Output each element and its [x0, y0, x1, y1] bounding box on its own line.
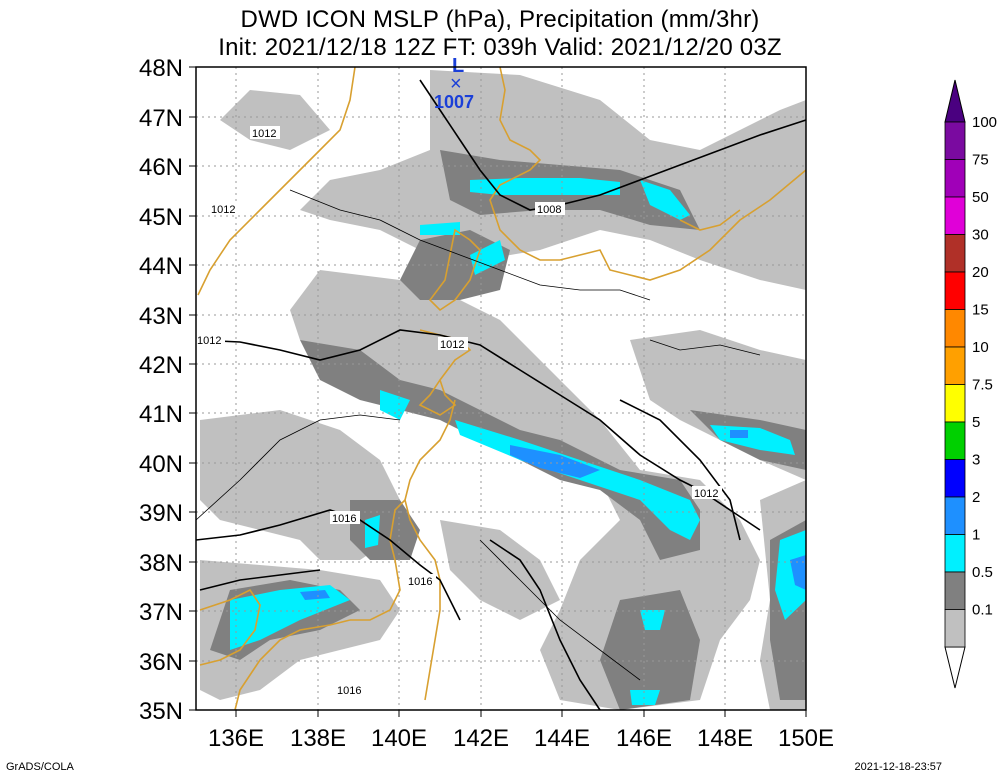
lon-label: 144E	[534, 725, 590, 752]
isobar-label: 1012	[692, 486, 722, 500]
colorbar-level-label: 3	[972, 452, 980, 469]
colorbar-bottom-triangle	[944, 646, 966, 689]
isobar-label: 1012	[250, 126, 280, 140]
lat-label: 40N	[139, 451, 183, 478]
low-symbol: L	[452, 55, 464, 77]
colorbar-swatch	[944, 234, 966, 273]
svg-text:1016: 1016	[408, 576, 432, 588]
colorbar-swatch	[944, 571, 966, 610]
axis-ticks	[189, 66, 807, 717]
lat-label: 35N	[139, 698, 183, 725]
lat-label: 39N	[139, 500, 183, 527]
precip-blue-shading	[300, 430, 806, 600]
colorbar-level-label: 10	[972, 339, 989, 356]
svg-text:1012: 1012	[440, 339, 464, 351]
svg-text:1012: 1012	[252, 128, 276, 140]
map-subtitle: Init: 2021/12/18 12Z FT: 039h Valid: 202…	[218, 34, 782, 61]
colorbar: 100 75 50 30 20 15 10 7.5 5 3 2 1 0.5 0.1	[944, 79, 997, 689]
colorbar-swatch	[944, 609, 966, 648]
lat-label: 44N	[139, 253, 183, 280]
lat-label: 38N	[139, 550, 183, 577]
colorbar-level-label: 0.1	[972, 602, 993, 619]
colorbar-swatch	[944, 384, 966, 423]
borders	[195, 189, 761, 681]
isobar-labels: 1012 1012 1008 1012 1012 1012 1016 1016 …	[195, 126, 722, 697]
lat-label: 36N	[139, 649, 183, 676]
lon-label: 150E	[778, 725, 834, 752]
isobar-label: 1016	[406, 574, 436, 588]
coastlines	[197, 66, 807, 711]
low-pressure-value: 1007	[434, 92, 474, 112]
colorbar-swatch	[944, 271, 966, 310]
colorbar-swatch	[944, 459, 966, 498]
colorbar-level-label: 50	[972, 189, 989, 206]
colorbar-level-label: 20	[972, 264, 989, 281]
colorbar-level-label: 75	[972, 152, 989, 169]
lon-label: 146E	[616, 725, 672, 752]
lat-label: 41N	[139, 401, 183, 428]
longitude-labels: 136E 138E 140E 142E 144E 146E 148E 150E	[208, 725, 834, 752]
colorbar-swatch	[944, 421, 966, 460]
svg-text:1016: 1016	[337, 685, 361, 697]
lon-label: 148E	[697, 725, 753, 752]
svg-text:1008: 1008	[537, 204, 561, 216]
colorbar-level-label: 0.5	[972, 564, 993, 581]
isobar-label: 1016	[330, 511, 360, 525]
map-frame	[195, 66, 807, 711]
colorbar-swatch	[944, 534, 966, 573]
isobar-label: 1008	[535, 202, 565, 216]
svg-text:1012: 1012	[197, 335, 221, 347]
isobars	[195, 79, 807, 711]
colorbar-swatch	[944, 196, 966, 235]
lat-label: 43N	[139, 303, 183, 330]
lat-label: 48N	[139, 55, 183, 82]
lon-label: 140E	[371, 725, 427, 752]
isobar-label: 1012	[209, 202, 239, 216]
colorbar-level-label: 7.5	[972, 377, 993, 394]
colorbar-swatches	[944, 121, 966, 648]
colorbar-level-label: 5	[972, 414, 980, 431]
colorbar-level-label: 2	[972, 489, 980, 506]
lat-label: 46N	[139, 154, 183, 181]
svg-text:1016: 1016	[332, 513, 356, 525]
colorbar-swatch	[944, 496, 966, 535]
lat-label: 37N	[139, 599, 183, 626]
colorbar-level-label: 1	[972, 527, 980, 544]
lat-label: 42N	[139, 352, 183, 379]
colorbar-swatch	[944, 159, 966, 198]
lon-label: 142E	[453, 725, 509, 752]
low-pressure-center: L × 1007	[434, 55, 474, 112]
colorbar-top-triangle	[944, 79, 966, 123]
colorbar-labels: 100 75 50 30 20 15 10 7.5 5 3 2 1 0.5 0.1	[972, 114, 997, 619]
graticule	[196, 67, 806, 710]
isobar-label: 1016	[335, 683, 365, 697]
colorbar-level-label: 15	[972, 302, 989, 319]
colorbar-level-label: 30	[972, 227, 989, 244]
svg-text:1012: 1012	[211, 204, 235, 216]
colorbar-level-label: 100	[972, 114, 997, 131]
map-title: DWD ICON MSLP (hPa), Precipitation (mm/3…	[240, 6, 760, 33]
lat-label: 45N	[139, 204, 183, 231]
latitude-labels: 48N 47N 46N 45N 44N 43N 42N 41N 40N 39N …	[139, 55, 183, 725]
isobar-label: 1012	[438, 337, 468, 351]
lon-label: 138E	[290, 725, 346, 752]
credit-text: GrADS/COLA	[6, 761, 74, 773]
lat-label: 47N	[139, 105, 183, 132]
colorbar-swatch	[944, 309, 966, 348]
low-marker-icon: ×	[450, 73, 462, 95]
isobar-label: 1012	[195, 333, 225, 347]
colorbar-swatch	[944, 346, 966, 385]
lon-label: 136E	[208, 725, 264, 752]
timestamp-text: 2021-12-18-23:57	[854, 761, 942, 773]
colorbar-swatch	[944, 121, 966, 160]
svg-text:1012: 1012	[694, 488, 718, 500]
